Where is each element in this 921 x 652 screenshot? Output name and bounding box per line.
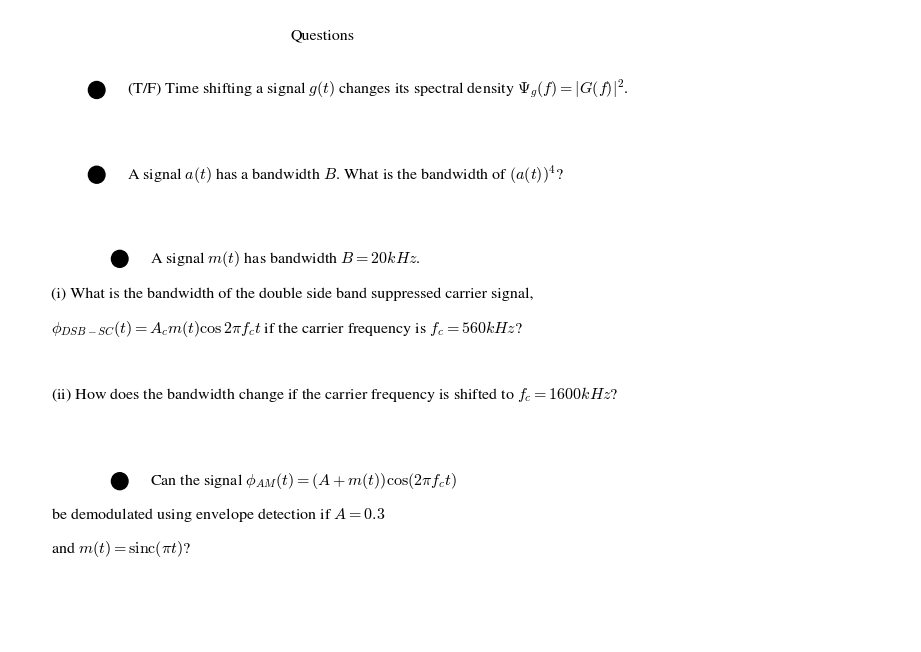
- Text: (i) What is the bandwidth of the double side band suppressed carrier signal,: (i) What is the bandwidth of the double …: [51, 288, 533, 301]
- Text: Can the signal $\phi_{AM}(t) = (A + m(t))\cos(2\pi f_c t)$: Can the signal $\phi_{AM}(t) = (A + m(t)…: [150, 471, 457, 491]
- Text: A signal $m(t)$ has bandwidth $B = 20kHz$.: A signal $m(t)$ has bandwidth $B = 20kHz…: [150, 249, 421, 269]
- Text: be demodulated using envelope detection if $A = 0.3$: be demodulated using envelope detection …: [51, 506, 385, 524]
- Text: (ii) How does the bandwidth change if the carrier frequency is shifted to $f_c =: (ii) How does the bandwidth change if th…: [51, 385, 618, 404]
- Text: $\phi_{DSB-SC}(t) = A_c m(t)\cos 2\pi f_c t$ if the carrier frequency is $f_c = : $\phi_{DSB-SC}(t) = A_c m(t)\cos 2\pi f_…: [51, 319, 522, 338]
- Ellipse shape: [88, 166, 105, 183]
- Ellipse shape: [111, 473, 128, 490]
- Text: (T/F) Time shifting a signal $g(t)$ changes its spectral density $\Psi_g(f) = |G: (T/F) Time shifting a signal $g(t)$ chan…: [127, 78, 629, 102]
- Ellipse shape: [111, 250, 128, 267]
- Text: Questions: Questions: [290, 29, 354, 43]
- Text: A signal $a(t)$ has a bandwidth $B$. What is the bandwidth of $(a(t))^4$?: A signal $a(t)$ has a bandwidth $B$. Wha…: [127, 164, 565, 186]
- Text: and $m(t) = \mathrm{sinc}(\pi t)$?: and $m(t) = \mathrm{sinc}(\pi t)$?: [51, 539, 191, 559]
- Ellipse shape: [88, 82, 105, 98]
